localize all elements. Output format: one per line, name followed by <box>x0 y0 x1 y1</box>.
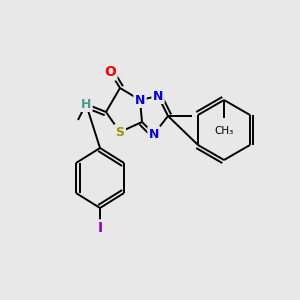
Text: O: O <box>104 65 116 79</box>
Text: I: I <box>98 221 103 235</box>
Text: N: N <box>153 89 163 103</box>
Text: H: H <box>81 98 91 110</box>
Text: N: N <box>135 94 145 106</box>
Text: CH₃: CH₃ <box>214 126 234 136</box>
Text: N: N <box>149 128 159 140</box>
Text: S: S <box>116 125 124 139</box>
